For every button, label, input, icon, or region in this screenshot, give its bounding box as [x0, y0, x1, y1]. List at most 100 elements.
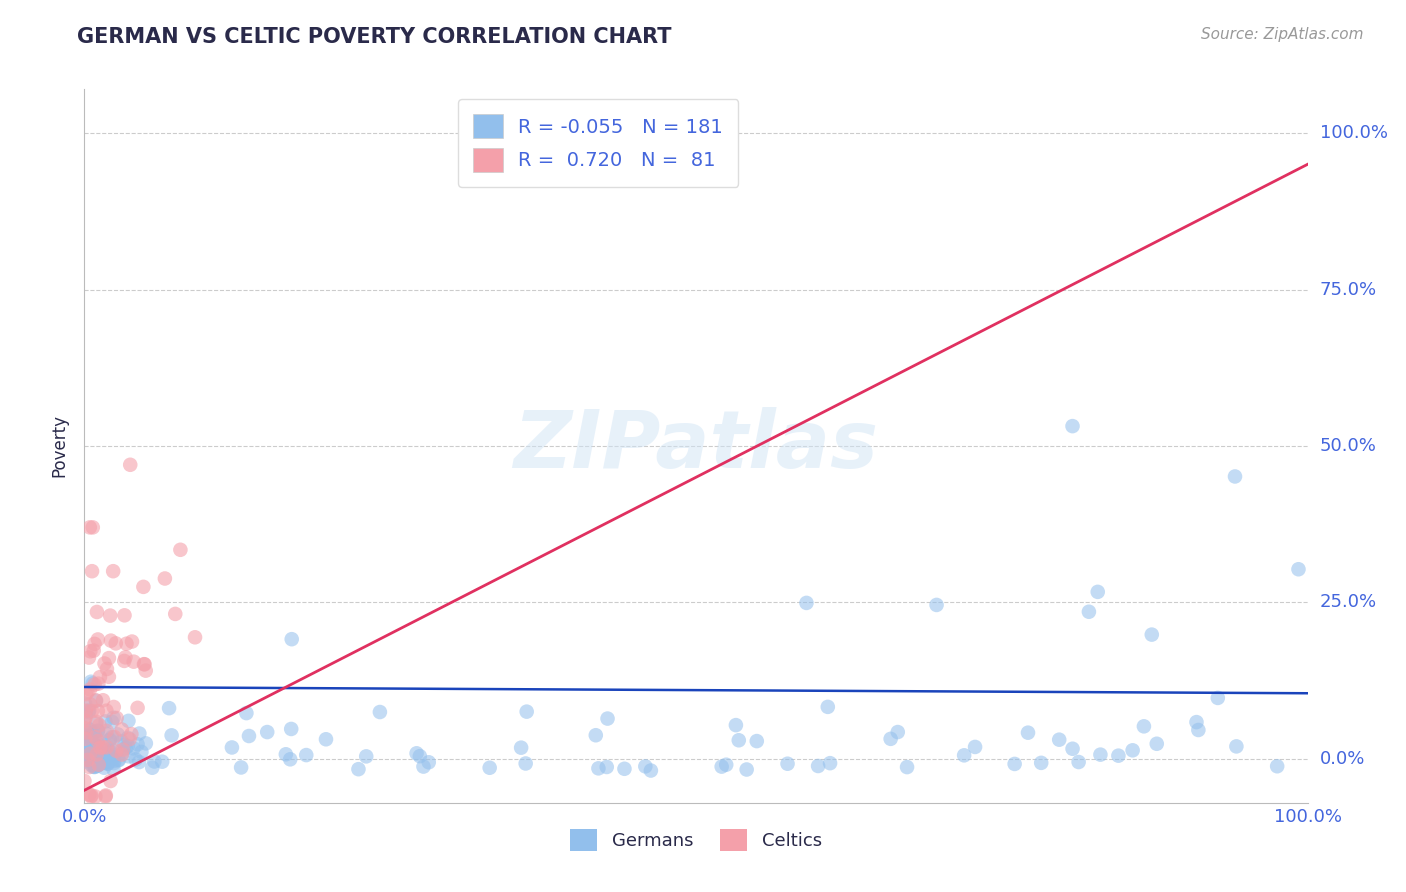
Point	[83, 760, 105, 774]
Point	[94, 756, 117, 770]
Point	[735, 763, 758, 777]
Point	[75, 707, 97, 722]
Point	[634, 759, 657, 773]
Point	[80, 674, 103, 689]
Text: ZIPatlas: ZIPatlas	[513, 407, 879, 485]
Point	[84, 748, 107, 763]
Text: 0.0%: 0.0%	[1320, 750, 1365, 768]
Point	[103, 730, 125, 744]
Point	[91, 752, 114, 766]
Point	[127, 737, 149, 751]
Point	[1206, 690, 1229, 705]
Point	[115, 637, 138, 651]
Point	[96, 740, 118, 755]
Point	[84, 716, 107, 731]
Point	[96, 747, 118, 761]
Point	[111, 742, 134, 756]
Point	[83, 758, 105, 772]
Point	[143, 755, 166, 769]
Point	[1067, 755, 1090, 769]
Point	[280, 722, 302, 736]
Point	[1004, 756, 1026, 771]
Point	[256, 725, 278, 739]
Point	[86, 747, 108, 762]
Point	[727, 733, 749, 747]
Point	[80, 746, 103, 760]
Point	[1062, 741, 1084, 756]
Point	[131, 745, 153, 759]
Point	[510, 740, 533, 755]
Point	[90, 748, 112, 763]
Point	[97, 756, 120, 771]
Point	[89, 740, 111, 755]
Point	[118, 732, 141, 747]
Point	[73, 736, 96, 750]
Point	[1087, 585, 1109, 599]
Legend: Germans, Celtics: Germans, Celtics	[562, 822, 830, 858]
Point	[79, 754, 101, 768]
Point	[79, 698, 101, 712]
Point	[153, 572, 176, 586]
Point	[120, 458, 142, 472]
Point	[93, 657, 115, 671]
Point	[83, 752, 105, 766]
Point	[76, 740, 98, 755]
Point	[117, 714, 139, 728]
Point	[83, 724, 105, 739]
Point	[104, 636, 127, 650]
Point	[75, 753, 97, 767]
Point	[80, 704, 103, 718]
Point	[238, 729, 260, 743]
Point	[1077, 605, 1099, 619]
Point	[409, 749, 432, 764]
Point	[613, 762, 636, 776]
Point	[117, 739, 139, 753]
Point	[121, 634, 143, 648]
Point	[97, 743, 120, 757]
Point	[75, 725, 97, 739]
Point	[97, 651, 120, 665]
Point	[83, 678, 105, 692]
Point	[84, 752, 107, 766]
Point	[76, 721, 98, 735]
Point	[93, 750, 115, 764]
Point	[141, 761, 163, 775]
Point	[87, 737, 110, 751]
Point	[724, 718, 747, 732]
Point	[87, 632, 110, 647]
Point	[229, 760, 252, 774]
Point	[75, 728, 97, 742]
Point	[184, 630, 207, 644]
Point	[127, 701, 149, 715]
Point	[157, 701, 180, 715]
Point	[86, 714, 108, 729]
Point	[83, 736, 105, 750]
Point	[128, 755, 150, 769]
Point	[103, 756, 125, 770]
Point	[86, 741, 108, 756]
Point	[84, 789, 107, 804]
Point	[96, 704, 118, 718]
Point	[107, 753, 129, 767]
Point	[84, 694, 107, 708]
Point	[84, 730, 107, 744]
Point	[776, 756, 799, 771]
Point	[87, 734, 110, 748]
Point	[965, 739, 987, 754]
Point	[75, 731, 97, 746]
Point	[87, 723, 110, 738]
Point	[596, 712, 619, 726]
Point	[84, 730, 107, 744]
Point	[135, 736, 157, 750]
Point	[110, 734, 132, 748]
Point	[1288, 562, 1310, 576]
Point	[122, 741, 145, 756]
Point	[315, 732, 337, 747]
Point	[98, 732, 121, 747]
Point	[1140, 627, 1163, 641]
Point	[122, 655, 145, 669]
Point	[101, 744, 124, 758]
Point	[96, 662, 118, 676]
Point	[83, 643, 105, 657]
Point	[80, 789, 103, 804]
